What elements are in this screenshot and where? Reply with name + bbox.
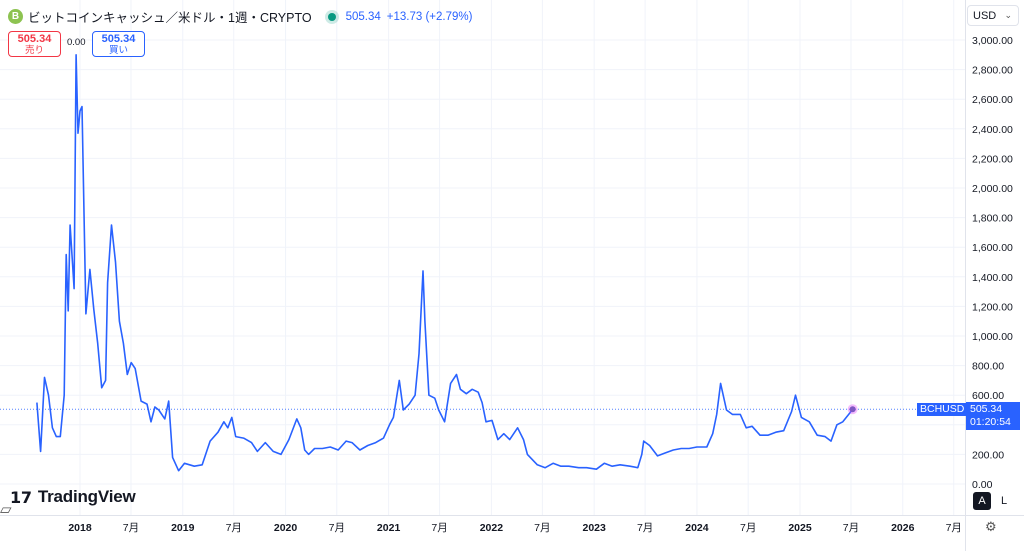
x-tick-label: 7月 (123, 522, 139, 534)
x-tick-label: 2018 (68, 522, 92, 534)
x-tick-label: 2021 (377, 522, 401, 534)
tradingview-logo[interactable]: 17 TradingView (10, 487, 136, 507)
x-tick-label: 2022 (480, 522, 504, 534)
buy-button[interactable]: 505.34 買い (92, 31, 145, 57)
current-price: 505.34 (345, 10, 381, 23)
log-scale-button[interactable]: L (1000, 495, 1008, 507)
currency-label: USD (973, 9, 997, 22)
y-tick-label: 2,600.00 (972, 94, 1013, 106)
y-tick-label: 2,400.00 (972, 124, 1013, 136)
buy-label: 買い (108, 45, 128, 56)
series-line (36, 54, 854, 472)
ghost-icon: ▱ (0, 501, 12, 518)
last-price-value: 505.34 (970, 403, 1003, 415)
last-price-label: 505.34 01:20:54 (966, 402, 1020, 430)
chevron-down-icon: ⌄ (1004, 10, 1012, 20)
y-tick-label: 1,000.00 (972, 331, 1013, 343)
x-tick-label: 7月 (534, 522, 550, 534)
sell-button[interactable]: 505.34 売り (8, 31, 61, 57)
x-tick-label: 7月 (431, 522, 447, 534)
tradingview-logo-icon: 17 (10, 487, 32, 507)
y-tick-label: 200.00 (972, 449, 1004, 461)
logo-text: TradingView (37, 487, 136, 506)
x-tick-label: 2020 (274, 522, 298, 534)
auto-scale-button[interactable]: A (973, 492, 991, 510)
currency-select[interactable]: USD ⌄ (967, 5, 1019, 26)
y-tick-label: 1,600.00 (972, 242, 1013, 254)
symbol-price-tag: BCHUSD (917, 403, 968, 416)
y-tick-label: 1,200.00 (972, 301, 1013, 313)
settings-icon[interactable]: ⚙ (985, 519, 997, 534)
x-tick-label: 7月 (226, 522, 242, 534)
y-tick-label: 3,000.00 (972, 35, 1013, 47)
bar-countdown: 01:20:54 (970, 416, 1011, 428)
y-tick-label: 2,800.00 (972, 65, 1013, 77)
x-tick-label: 2026 (891, 522, 915, 534)
y-tick-label: 0.00 (972, 479, 993, 491)
sell-price: 505.34 (17, 33, 52, 45)
x-tick-label: 7月 (740, 522, 756, 534)
bitcoin-cash-icon[interactable]: B (8, 9, 23, 24)
symbol-title[interactable]: ビットコインキャッシュ／米ドル・1週・CRYPTO (28, 11, 312, 25)
x-tick-label: 7月 (329, 522, 345, 534)
y-tick-label: 600.00 (972, 390, 1004, 402)
y-tick-label: 800.00 (972, 361, 1004, 373)
grid (0, 0, 965, 515)
x-tick-label: 2024 (685, 522, 709, 534)
market-status-icon (327, 12, 336, 21)
y-tick-label: 1,800.00 (972, 213, 1013, 225)
x-tick-label: 2023 (582, 522, 606, 534)
spread-value: 0.00 (67, 37, 86, 48)
x-tick-label: 7月 (843, 522, 859, 534)
buy-price: 505.34 (101, 33, 136, 45)
series-line-group (0, 54, 965, 472)
price-change: +13.73 (+2.79%) (386, 10, 473, 23)
x-tick-label: 2019 (171, 522, 195, 534)
x-tick-label: 7月 (946, 522, 962, 534)
x-tick-label: 7月 (637, 522, 653, 534)
y-tick-label: 2,200.00 (972, 153, 1013, 165)
y-tick-label: 1,400.00 (972, 272, 1013, 284)
x-tick-label: 2025 (788, 522, 812, 534)
symbol-legend: B ビットコインキャッシュ／米ドル・1週・CRYPTO 505.34 +13.7… (8, 7, 478, 26)
last-point-marker (849, 406, 856, 413)
y-tick-label: 2,000.00 (972, 183, 1013, 195)
sell-label: 売り (24, 45, 44, 56)
